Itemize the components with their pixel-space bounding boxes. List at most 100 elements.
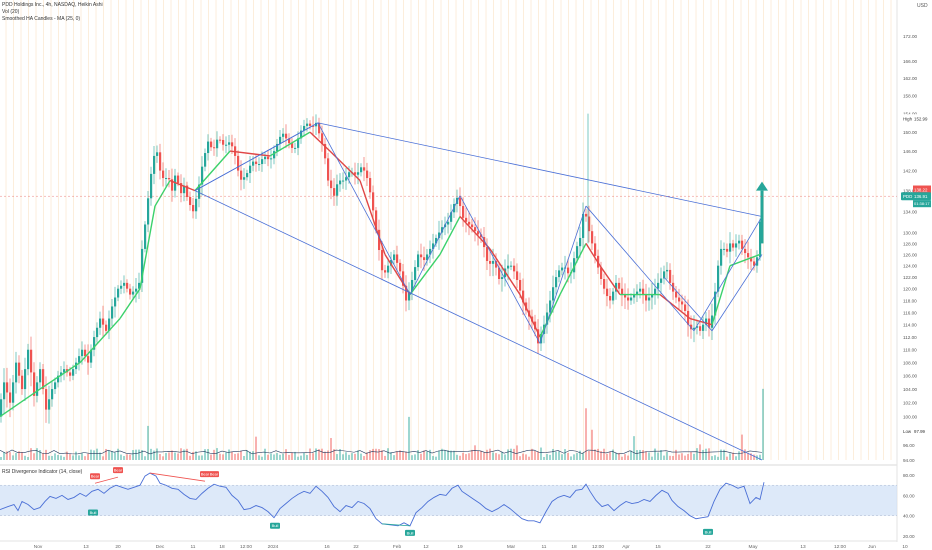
candle-body [372, 192, 375, 211]
candle-body [714, 291, 717, 316]
smoothed-ma-segment [139, 205, 156, 289]
divergence-label-text: Bear [114, 468, 123, 473]
volume-bar [210, 454, 212, 460]
volume-bar [585, 408, 587, 460]
volume-bar [639, 449, 641, 460]
candle-body [93, 337, 96, 350]
volume-bar [291, 452, 293, 460]
volume-bar [90, 449, 92, 460]
trendline [317, 122, 763, 217]
candle-body [36, 382, 39, 396]
time-tick-label: 10 [902, 544, 908, 550]
candle-body [411, 279, 414, 292]
candle-body [366, 170, 369, 179]
volume-bar [45, 449, 47, 460]
volume-bar [582, 453, 584, 460]
volume-bar [552, 448, 554, 460]
volume-indicator-label[interactable]: Vol (20) [2, 9, 20, 15]
candle-body [30, 349, 33, 373]
candle-body [150, 173, 153, 199]
candle-body [282, 133, 285, 137]
time-tick-label: Dec [156, 544, 165, 550]
smoothed-ma-segment [229, 150, 271, 157]
candle-body [747, 253, 750, 258]
candle-body [705, 318, 708, 325]
volume-bar [3, 451, 5, 460]
volume-bar [183, 449, 185, 460]
volume-bar [738, 451, 740, 460]
grid-lines [0, 0, 898, 542]
volume-bar [30, 448, 32, 460]
candle-body [735, 243, 738, 248]
last-price-tag-value: 136.91 [914, 194, 928, 199]
volume-bar [288, 454, 290, 460]
volume-bar [63, 456, 65, 460]
divergence-label-bg [270, 522, 280, 529]
breakout-arrow-head [756, 181, 768, 191]
divergence-label-text: Bear [91, 474, 100, 479]
candle-body [552, 287, 555, 301]
candle-body [723, 248, 726, 250]
time-tick-label: 13 [83, 544, 89, 550]
candle-body [192, 205, 195, 212]
candle-body [744, 248, 747, 254]
volume-bar [723, 449, 725, 460]
volume-bar [147, 425, 149, 460]
candle-body [426, 254, 429, 261]
volume-bar [753, 454, 755, 460]
candle-body [579, 237, 582, 247]
bear-divergence-label: Bear [209, 471, 219, 478]
volume-bar [645, 451, 647, 460]
candle-body [306, 123, 309, 126]
trendline [194, 190, 763, 461]
volume-bar [567, 452, 569, 460]
candle-body [69, 372, 72, 376]
volume-bar [708, 448, 710, 460]
countdown-value: 01:38:17 [914, 201, 930, 206]
candle-body [48, 399, 51, 410]
volume-bar [159, 454, 161, 460]
candle-body [177, 175, 180, 184]
candle-body [396, 254, 399, 263]
volume-bar [363, 456, 365, 460]
candle-body [108, 318, 111, 331]
candle-body [153, 155, 156, 174]
rsi-tick-label: 20.00 [903, 534, 915, 539]
volume-bar [384, 455, 386, 460]
price-tick-label: 166.00 [903, 59, 917, 64]
volume-bar [399, 450, 401, 460]
candle-body [588, 216, 591, 232]
candle-body [279, 136, 282, 144]
volume-bar [270, 453, 272, 460]
volume-bar [498, 454, 500, 460]
time-tick-label: 12:00 [592, 544, 604, 550]
volume-bar [414, 454, 416, 460]
rsi-indicator-label[interactable]: RSI Divergence Indicator (14, close) [2, 469, 83, 475]
candle-body [273, 151, 276, 159]
volume-bar [186, 448, 188, 460]
volume-bar [57, 454, 59, 460]
volume-bar [27, 456, 29, 460]
candle-body [582, 213, 585, 238]
volume-bar [240, 450, 242, 460]
time-tick-label: 16 [324, 544, 330, 550]
candle-body [462, 206, 465, 218]
volume-bar [693, 453, 695, 460]
rsi-tick-label: 60.00 [903, 493, 915, 498]
candle-body [684, 304, 687, 311]
candle-body [675, 291, 678, 298]
volume-bar [444, 450, 446, 460]
candle-body [606, 288, 609, 297]
volume-bar [294, 451, 296, 460]
candle-body [267, 156, 270, 160]
volume-bar [252, 451, 254, 460]
candle-body [216, 139, 219, 149]
candle-body [501, 277, 504, 280]
volume-bar [336, 454, 338, 460]
smoothed-ha-indicator-label[interactable]: Smoothed HA Candles - MA (25, 0) [2, 16, 81, 22]
volume-bar [474, 445, 476, 460]
smoothed-ma-segment [329, 150, 361, 182]
candle-body [405, 285, 408, 301]
candle-body [546, 312, 549, 325]
